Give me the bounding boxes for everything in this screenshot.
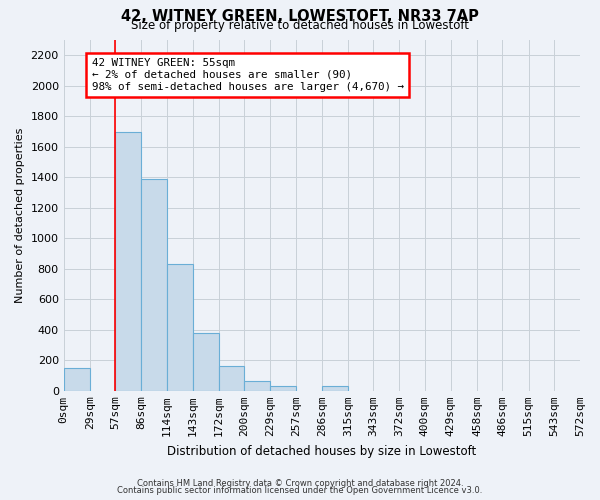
Text: Contains public sector information licensed under the Open Government Licence v3: Contains public sector information licen… <box>118 486 482 495</box>
Bar <box>271 386 296 391</box>
Bar <box>219 366 244 391</box>
Bar <box>115 132 141 391</box>
Text: Contains HM Land Registry data © Crown copyright and database right 2024.: Contains HM Land Registry data © Crown c… <box>137 478 463 488</box>
Text: 42, WITNEY GREEN, LOWESTOFT, NR33 7AP: 42, WITNEY GREEN, LOWESTOFT, NR33 7AP <box>121 9 479 24</box>
X-axis label: Distribution of detached houses by size in Lowestoft: Distribution of detached houses by size … <box>167 444 476 458</box>
Text: Size of property relative to detached houses in Lowestoft: Size of property relative to detached ho… <box>131 19 469 32</box>
Bar <box>64 368 90 391</box>
Text: 42 WITNEY GREEN: 55sqm
← 2% of detached houses are smaller (90)
98% of semi-deta: 42 WITNEY GREEN: 55sqm ← 2% of detached … <box>92 58 404 92</box>
Bar <box>322 386 348 391</box>
Bar <box>141 179 167 391</box>
Bar <box>244 381 271 391</box>
Y-axis label: Number of detached properties: Number of detached properties <box>15 128 25 303</box>
Bar <box>167 264 193 391</box>
Bar <box>193 333 219 391</box>
